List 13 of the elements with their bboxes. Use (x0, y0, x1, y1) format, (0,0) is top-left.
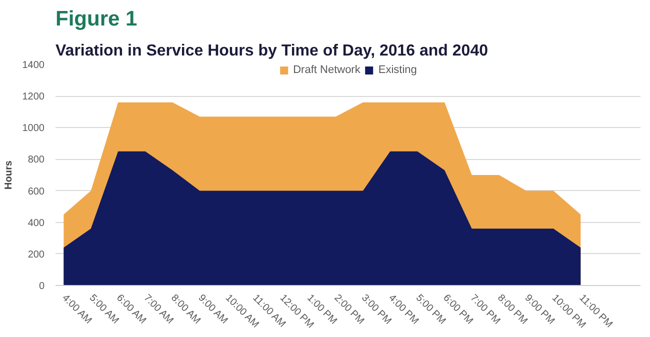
y-tick-label: 1200 (22, 92, 45, 103)
chart-subtitle: Variation in Service Hours by Time of Day, 2016 and 2040 (56, 42, 488, 60)
y-tick-label: 0 (38, 281, 45, 292)
y-tick-label: 800 (28, 154, 45, 166)
y-tick-label: 1400 (22, 60, 45, 71)
y-tick-label: 200 (28, 249, 45, 260)
legend-label: Draft Network (293, 64, 360, 76)
y-tick-label: 400 (28, 218, 45, 229)
y-axis-title: Hours (3, 160, 14, 190)
legend-label: Existing (378, 64, 417, 76)
y-tick-label: 600 (28, 186, 45, 198)
y-tick-label: 1000 (22, 123, 45, 134)
chart-title: Figure 1 (56, 8, 138, 30)
